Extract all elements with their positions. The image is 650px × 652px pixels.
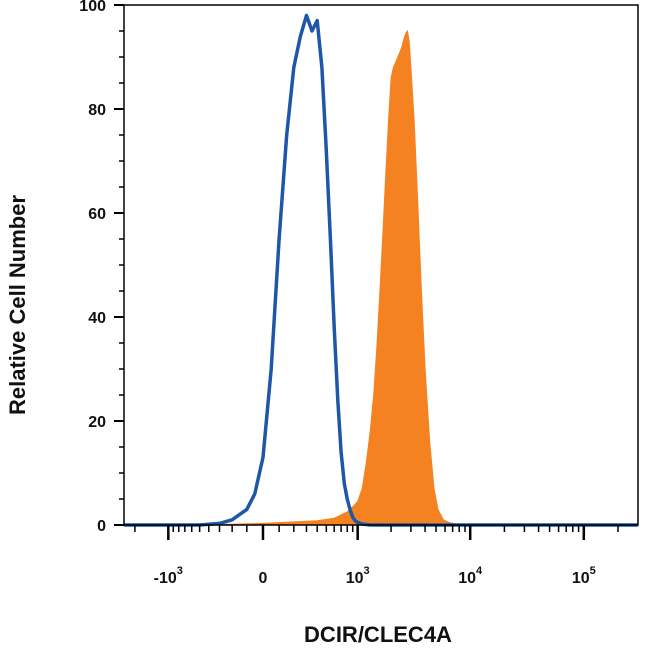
- series-filled-histogram: [124, 29, 638, 526]
- x-tick-label: -103: [154, 565, 183, 587]
- x-tick-label: 104: [458, 565, 483, 587]
- y-tick-label: 40: [88, 310, 106, 327]
- x-tick-label: 103: [346, 565, 370, 587]
- x-tick-label: 0: [259, 570, 268, 587]
- y-tick-label: 20: [88, 414, 106, 431]
- axis-layer: 0 20 40 60 80 100 -103 0 103 104 105: [79, 0, 639, 587]
- series-layer: [124, 13, 638, 527]
- y-axis-title: Relative Cell Number: [5, 195, 30, 416]
- x-tick-label: 105: [572, 565, 596, 587]
- x-axis-title: DCIR/CLEC4A: [304, 622, 452, 647]
- y-tick-label: 100: [79, 0, 106, 15]
- series-outline-histogram: [124, 13, 638, 527]
- y-tick-label: 60: [88, 206, 106, 223]
- y-tick-label: 80: [88, 102, 106, 119]
- y-tick-label: 0: [97, 518, 106, 535]
